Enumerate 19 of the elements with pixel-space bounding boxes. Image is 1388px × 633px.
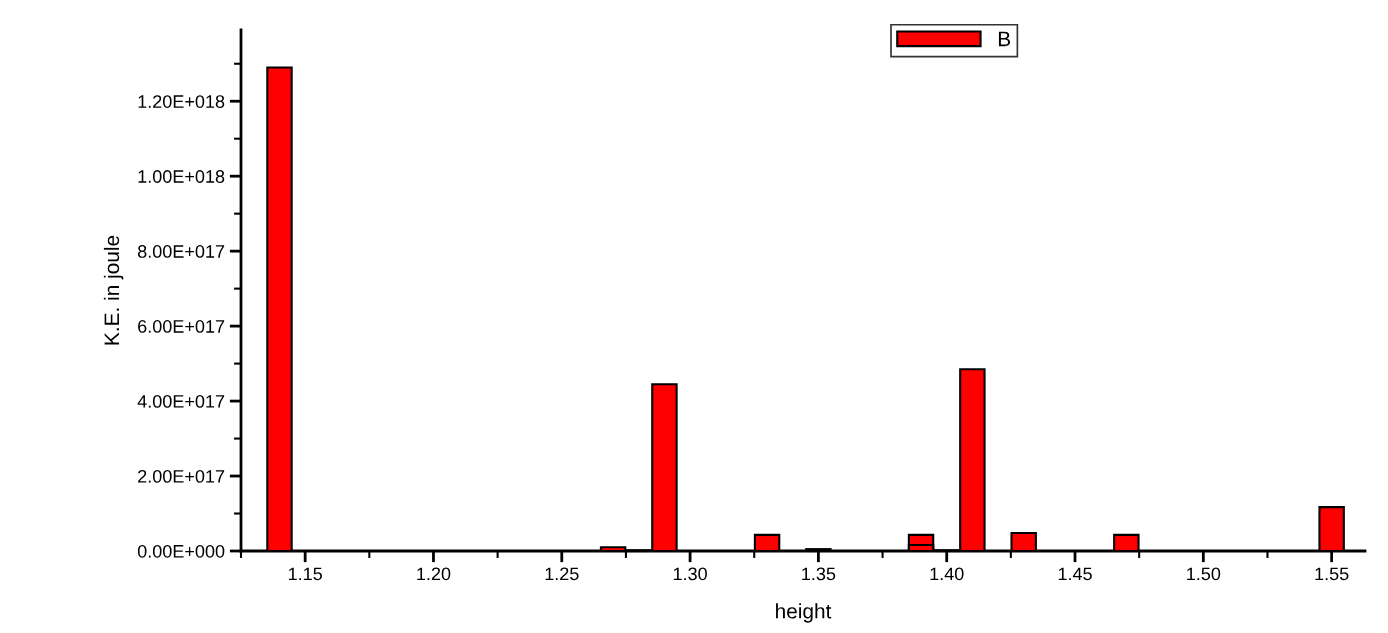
x-tick-label: 1.20 [417,567,451,581]
x-tick-label: 1.55 [1315,567,1349,581]
x-tick-label: 1.40 [930,567,964,581]
y-axis-title: K.E. in joule [103,235,124,345]
y-tick-label: 1.00E+018 [138,170,225,183]
x-tick-label: 1.35 [802,567,836,581]
x-tick-label: 1.50 [1187,567,1221,581]
x-tick-label: 1.30 [673,567,707,581]
y-tick-label: 2.00E+017 [138,469,225,483]
x-tick-label: 1.45 [1058,567,1092,581]
y-tick-label: 4.00E+017 [137,395,225,408]
y-tick-label: 1.20E+018 [138,95,225,108]
x-tick-label: 1.25 [545,567,579,581]
x-axis-title: height [776,603,832,623]
y-tick-label: 6.00E+017 [138,320,225,333]
legend-label: B [998,31,1011,47]
y-tick-label: 8.00E+017 [137,245,225,258]
y-tick-label: 0.00E+000 [137,544,225,558]
x-tick-label: 1.15 [288,567,322,581]
